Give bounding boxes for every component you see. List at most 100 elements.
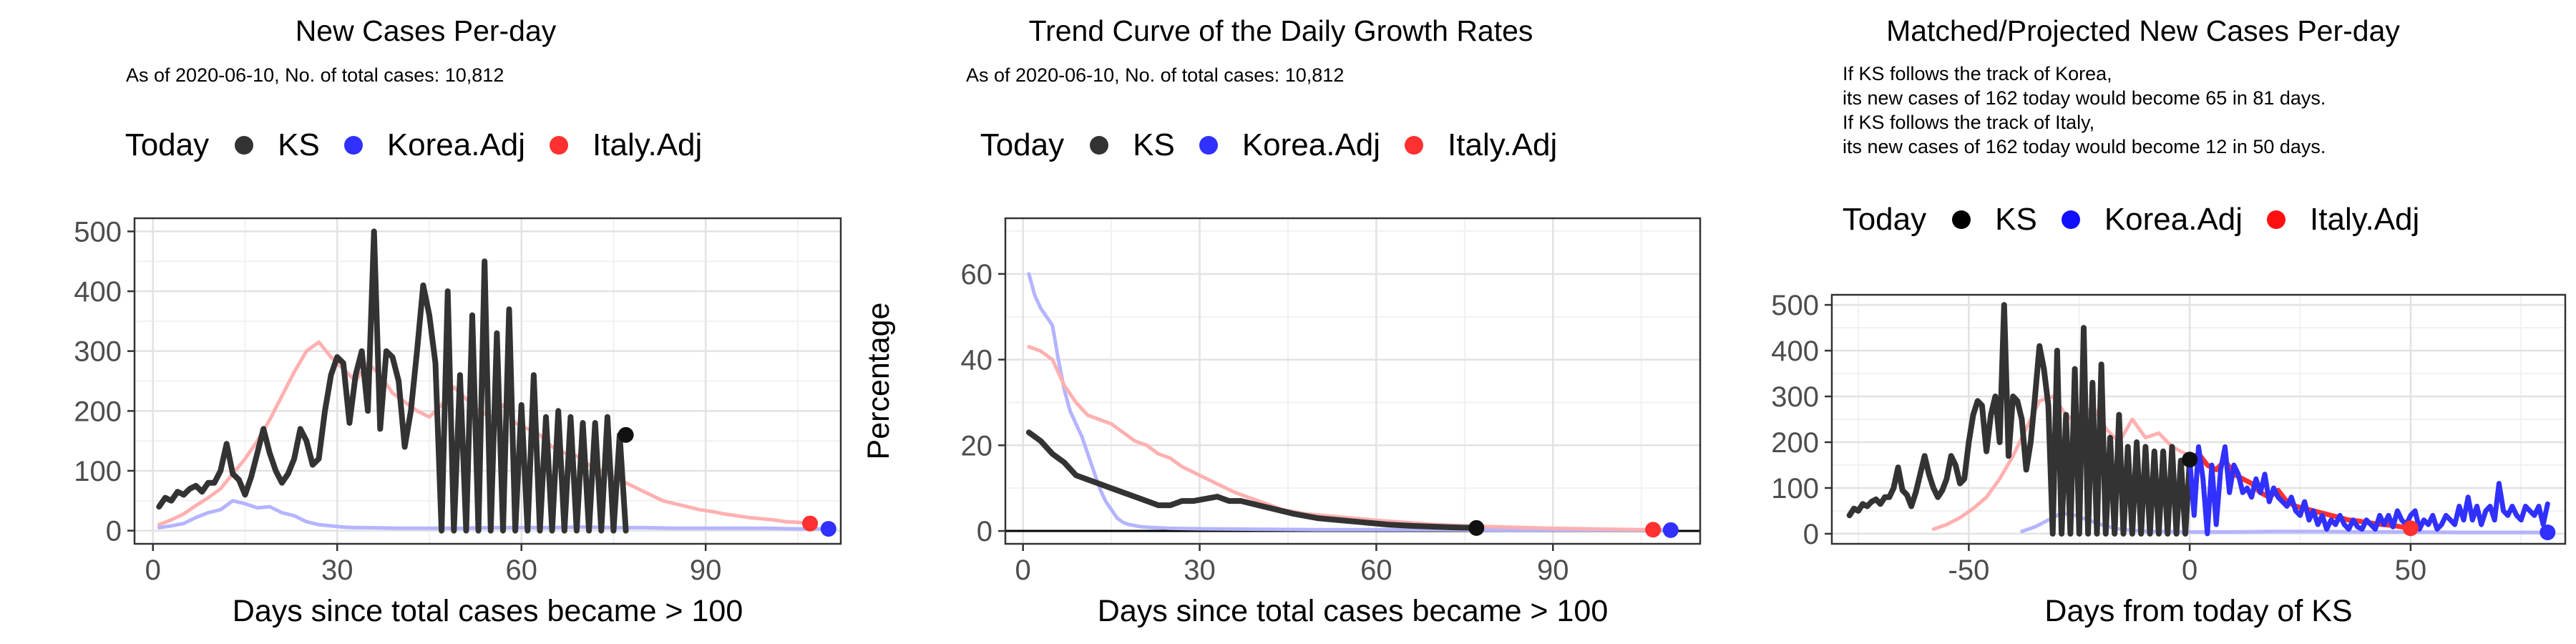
x-axis-label: Days since total cases became > 100 — [1098, 594, 1608, 628]
legend: Today KS Korea.Adj Italy.Adj — [1710, 202, 2576, 238]
plot-border — [133, 217, 842, 545]
chart-subtitle: If KS follows the track of Korea, its ne… — [1843, 62, 2326, 159]
legend-title: Today — [980, 127, 1065, 162]
endpoint-ks — [2182, 452, 2198, 468]
y-tick-label: 400 — [74, 276, 122, 308]
legend-label-korea: Korea.Adj — [1241, 127, 1381, 162]
series-line-korea-adj — [157, 499, 831, 531]
x-tick-label: 0 — [145, 555, 161, 586]
x-tick-label: 90 — [690, 555, 722, 586]
subtitle-line: If KS follows the track of Korea, — [1843, 63, 2112, 84]
x-tick-label: 0 — [2182, 555, 2197, 586]
legend-dot-ks — [1952, 210, 1971, 229]
panel-new-cases: New Cases Per-day As of 2020-06-10, No. … — [0, 0, 852, 644]
legend-key-ks: KS — [1090, 127, 1175, 163]
x-tick-label: 60 — [1360, 555, 1392, 586]
y-tick-label: 0 — [106, 516, 122, 547]
legend-key-ks: KS — [235, 127, 320, 163]
x-axis-label: Days since total cases became > 100 — [233, 594, 743, 628]
series-line-ks — [1846, 302, 2193, 537]
chart-subtitle: As of 2020-06-10, No. of total cases: 10… — [966, 64, 1345, 86]
legend-label-ks: KS — [1133, 127, 1175, 162]
legend-label-italy: Italy.Adj — [592, 127, 703, 162]
x-tick-label: -50 — [1948, 555, 1990, 586]
legend-key-italy: Italy.Adj — [2267, 202, 2419, 238]
legend-dot-italy — [550, 136, 569, 155]
panel-projected: Matched/Projected New Cases Per-day If K… — [1710, 0, 2576, 644]
legend: Today KS Korea.Adj Italy.Adj — [852, 127, 1710, 163]
legend-dot-italy — [1405, 136, 1424, 155]
legend-dot-korea — [343, 136, 363, 155]
endpoint-italy-adj — [2402, 520, 2419, 537]
plot-area: 0 30 60 90 0 100 200 300 400 500 Days since total … — [74, 216, 842, 628]
legend: Today KS Korea.Adj Italy.Adj — [0, 127, 852, 163]
legend-title: Today — [1842, 202, 1927, 237]
subtitle-line: its new cases of 162 today would become … — [1843, 87, 2326, 109]
panel-growth-rates: Trend Curve of the Daily Growth Rates As… — [852, 0, 1710, 644]
legend-label-italy: Italy.Adj — [2310, 202, 2420, 237]
y-tick-label: 0 — [1803, 519, 1819, 550]
y-tick-label: 40 — [961, 345, 993, 376]
x-tick-label: 0 — [1015, 555, 1031, 586]
endpoint-italy-adj — [1645, 522, 1662, 538]
legend-label-ks: KS — [1995, 202, 2037, 237]
legend-key-korea: Korea.Adj — [343, 127, 526, 163]
endpoint-ks — [618, 426, 634, 443]
y-tick-label: 100 — [1771, 473, 1819, 504]
chart-title: Trend Curve of the Daily Growth Rates — [1028, 14, 1533, 47]
legend-title: Today — [125, 127, 210, 162]
subtitle-line: If KS follows the track of Italy, — [1843, 112, 2095, 133]
chart-title: New Cases Per-day — [295, 14, 557, 47]
legend-label-korea: Korea.Adj — [2104, 202, 2243, 237]
series-line-ks — [156, 228, 629, 534]
plot-border — [1830, 293, 2567, 545]
plot-area: 0 30 60 90 0 20 40 60 Days since total cases bec… — [862, 217, 1702, 628]
y-tick-label: 20 — [961, 430, 993, 462]
legend-dot-ks — [235, 136, 254, 155]
x-tick-label: 50 — [2395, 555, 2427, 586]
legend-label-italy: Italy.Adj — [1448, 127, 1558, 162]
endpoint-korea-adj — [2540, 525, 2556, 541]
endpoint-korea-adj — [820, 521, 836, 537]
legend-dot-italy — [2267, 210, 2286, 229]
chart-title: Matched/Projected New Cases Per-day — [1886, 14, 2400, 47]
y-tick-label: 100 — [74, 456, 122, 487]
x-tick-label: 60 — [505, 555, 537, 586]
legend-dot-ks — [1090, 136, 1109, 155]
x-axis-label: Days from today of KS — [2044, 594, 2352, 628]
legend-label-korea: Korea.Adj — [386, 127, 526, 162]
y-axis-label: Percentage — [862, 303, 896, 460]
legend-dot-korea — [1199, 136, 1218, 155]
x-tick-label: 30 — [1184, 555, 1216, 586]
endpoint-korea-adj — [1662, 522, 1679, 538]
y-tick-label: 500 — [74, 216, 122, 248]
series-line-italy-adj — [157, 340, 812, 527]
endpoint-ks — [1468, 519, 1485, 536]
y-tick-label: 400 — [1771, 336, 1819, 367]
x-tick-label: 30 — [321, 555, 353, 586]
legend-key-korea: Korea.Adj — [1199, 127, 1380, 163]
y-tick-label: 500 — [1771, 290, 1819, 321]
y-tick-label: 200 — [74, 396, 122, 427]
y-tick-label: 0 — [977, 516, 992, 547]
y-tick-label: 300 — [74, 336, 122, 368]
legend-key-italy: Italy.Adj — [1405, 127, 1557, 163]
legend-key-korea: Korea.Adj — [2061, 202, 2243, 238]
legend-label-ks: KS — [278, 127, 320, 162]
legend-key-ks: KS — [1952, 202, 2037, 238]
y-tick-label: 300 — [1771, 381, 1819, 413]
series-line-ks — [1025, 429, 1480, 531]
y-tick-label: 200 — [1771, 427, 1819, 459]
legend-dot-korea — [2061, 210, 2080, 229]
series-line-italy-adj — [1027, 345, 1661, 532]
plot-border — [1004, 217, 1702, 545]
chart-subtitle: As of 2020-06-10, No. of total cases: 10… — [126, 64, 504, 86]
endpoint-italy-adj — [802, 515, 819, 532]
legend-key-italy: Italy.Adj — [550, 127, 702, 163]
series-line-korea-adj — [1027, 272, 1673, 532]
x-tick-label: 90 — [1537, 555, 1569, 586]
subtitle-line: its new cases of 162 today would become … — [1843, 136, 2326, 157]
series-line-korea-adj — [2187, 444, 2550, 537]
y-tick-label: 60 — [961, 259, 993, 291]
